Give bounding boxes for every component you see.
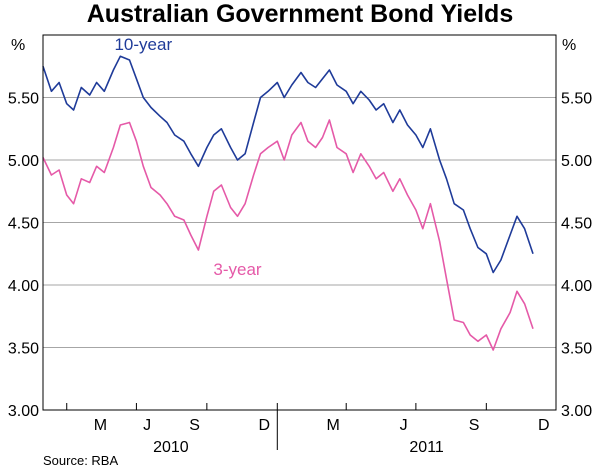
y-tick-label-left: 3.50 [8, 341, 39, 358]
x-tick-label: S [189, 417, 200, 434]
gridlines [43, 97, 556, 348]
plot-frame [42, 34, 557, 411]
y-tick-label-left: 3.00 [8, 403, 39, 420]
x-tick-label: J [143, 417, 151, 434]
y-tick-label-left: 4.00 [8, 278, 39, 295]
y-tick-label-right: 3.00 [561, 403, 592, 420]
y-tick-label-right: 5.50 [561, 91, 592, 108]
source-note: Source: RBA [43, 453, 118, 468]
series-label-10-year: 10-year [114, 35, 172, 54]
y-tick-label-left: 5.00 [8, 153, 39, 170]
series-group [42, 55, 534, 351]
series-line-10-year [42, 55, 534, 274]
x-tick-label: D [538, 417, 550, 434]
right-unit-label: % [562, 37, 576, 54]
y-tick-label-right: 4.00 [561, 278, 592, 295]
x-tick-label: J [400, 417, 408, 434]
x-tick-label: M [94, 417, 107, 434]
x-axis-ticks: M J S D M J S D 2010 2011 [66, 403, 550, 456]
y-tick-label-right: 5.00 [561, 153, 592, 170]
left-unit-label: % [11, 37, 25, 54]
y-tick-label-right: 4.50 [561, 216, 592, 233]
x-tick-label: S [469, 417, 480, 434]
year-label: 2011 [409, 439, 444, 456]
y-tick-labels: 3.00 3.00 3.50 3.50 4.00 4.00 4.50 4.50 5.00 5.00… [8, 91, 592, 421]
x-tick-label: M [327, 417, 340, 434]
year-label: 2010 [153, 439, 189, 456]
x-tick-label: D [258, 417, 270, 434]
y-tick-label-right: 3.50 [561, 341, 592, 358]
series-labels: 10-year 3-year [114, 35, 261, 279]
y-tick-label-left: 5.50 [8, 91, 39, 108]
chart-title: Australian Government Bond Yields [87, 0, 513, 28]
y-tick-label-left: 4.50 [8, 216, 39, 233]
series-label-3-year: 3-year [213, 260, 262, 279]
series-line-3-year [42, 119, 534, 351]
